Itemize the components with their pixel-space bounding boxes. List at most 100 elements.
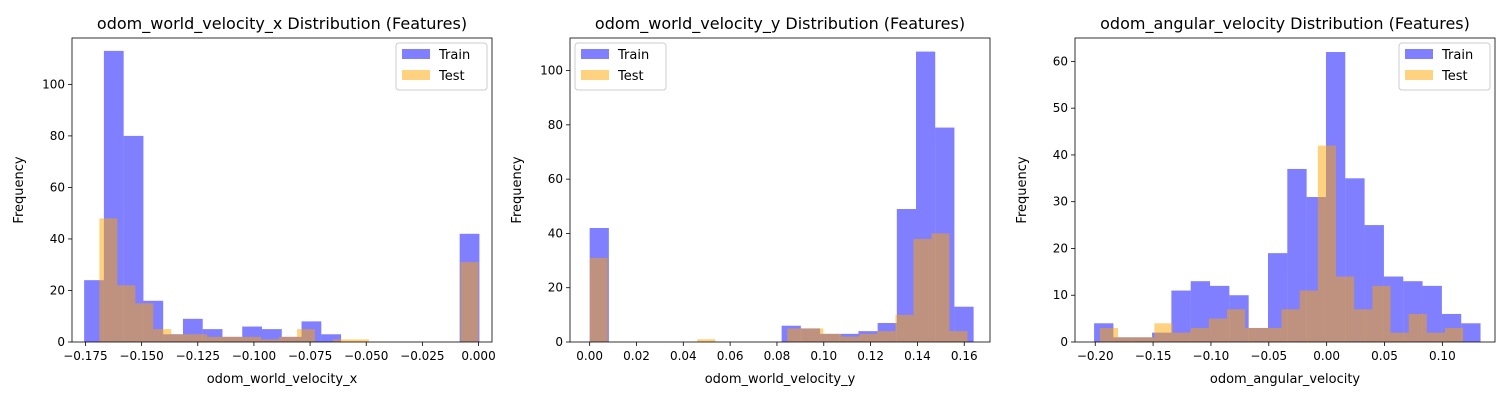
y-tick-label: 50 [1053,101,1068,115]
histogram-bar [1372,285,1391,342]
chart-title: odom_world_velocity_x Distribution (Feat… [97,14,467,34]
y-tick-label: 0 [1060,335,1068,349]
x-tick-label: 0.06 [717,349,744,363]
x-tick-label: 0.04 [670,349,697,363]
histogram-bar [1263,327,1282,342]
histogram-bar [135,303,154,342]
histogram-bar [805,328,824,342]
chart-panel-3: −0.20 −0.15 −0.10 −0.05 0.00 0.05 0.10 0 10 20 30 4… [1015,14,1496,387]
x-tick-label: 0.10 [1429,349,1456,363]
histogram-bar [1099,327,1119,342]
histogram-bar [225,336,244,342]
x-tick-label: −0.20 [1077,349,1114,363]
histogram-bar [823,333,842,342]
x-tick-label: 0.16 [951,349,978,363]
series-test [99,218,479,342]
histogram-bar [189,334,208,342]
x-tick-label: −0.025 [400,349,444,363]
y-tick-label: 80 [548,118,563,132]
y-tick-label: 60 [50,180,65,194]
histogram-bar [1445,327,1464,342]
histogram-bar [460,262,479,342]
y-tick-label: 40 [1053,148,1068,162]
x-tick-label: 0.00 [1313,349,1340,363]
histogram-bar [321,334,342,342]
y-tick-label: 10 [1053,288,1068,302]
histogram-bar [1245,327,1264,342]
x-axis-label: odom_world_velocity_y [705,372,856,387]
y-tick-label: 20 [50,283,65,297]
histogram-bar [332,339,351,342]
histogram-bar [1408,313,1427,342]
y-axis-label: Frequency [1015,156,1030,223]
legend-swatch [1405,49,1433,59]
legend-label: Test [1441,69,1468,84]
series-train [1094,52,1481,343]
histogram-bar [1390,332,1409,342]
y-tick-label: 60 [548,172,563,186]
legend: Train Test [1398,42,1491,91]
histogram-bar [153,329,172,342]
x-tick-label: 0.10 [810,349,837,363]
histogram-bar [1208,318,1228,342]
histogram-bar [913,238,932,342]
y-axis-label: Frequency [12,156,27,223]
legend-label: Train [438,48,470,63]
x-tick-label: −0.15 [1135,349,1172,363]
y-tick-label: 0 [57,335,65,349]
histogram-bar [207,336,226,342]
legend-label: Train [617,48,649,63]
histogram-bar [895,314,914,342]
axes-frame [1074,37,1496,343]
x-tick-label: −0.100 [232,349,276,363]
y-axis-label: Frequency [510,156,525,223]
histogram-bar [1172,332,1191,342]
x-tick-label: 0.08 [764,349,791,363]
histogram-bar [589,257,608,342]
legend-label: Test [438,69,465,84]
y-tick-label: 40 [548,226,563,240]
y-tick-label: 100 [540,64,563,78]
series-test [1099,145,1464,342]
chart-panel-2: 0.00 0.02 0.04 0.06 0.08 0.10 0.12 0.14 0.16 0 20 4… [510,14,991,387]
histogram-bar [841,336,860,342]
axes-frame [71,37,493,343]
histogram-bar [117,285,136,342]
chart-title: odom_angular_velocity Distribution (Feat… [1100,14,1470,34]
histogram-bar [243,336,262,342]
legend-swatch [402,49,430,59]
y-tick-label: 30 [1053,195,1068,209]
legend-label: Train [1441,48,1473,63]
histogram-bar [1171,290,1191,342]
histogram-bar [99,218,118,342]
x-tick-label: 0.00 [576,349,603,363]
histogram-bar [697,339,716,342]
x-tick-label: −0.150 [119,349,163,363]
series-train [84,50,480,343]
histogram-bar [261,339,280,342]
legend-label: Test [617,69,644,84]
y-tick-label: 100 [42,77,65,91]
histogram-bar [931,233,950,342]
x-tick-label: 0.14 [904,349,931,363]
histogram-bar [297,329,316,342]
histogram-bar [1336,276,1355,342]
y-tick-label: 60 [1053,54,1068,68]
series-test [589,233,968,342]
x-axis-label: odom_world_velocity_x [207,372,358,387]
x-tick-label: 0.05 [1371,349,1398,363]
histogram-bar [1190,327,1209,342]
x-tick-label: −0.05 [1250,349,1287,363]
histogram-bar [350,339,369,342]
histogram-bar [171,334,190,342]
histogram-bar [787,328,806,342]
histogram-bar [1136,337,1155,342]
histogram-bar [1461,323,1481,342]
x-tick-label: 0.000 [461,349,495,363]
x-tick-label: 0.02 [623,349,650,363]
histogram-bar [1190,281,1211,342]
x-tick-label: −0.075 [288,349,332,363]
histogram-bar [84,280,104,342]
legend-swatch [581,49,609,59]
